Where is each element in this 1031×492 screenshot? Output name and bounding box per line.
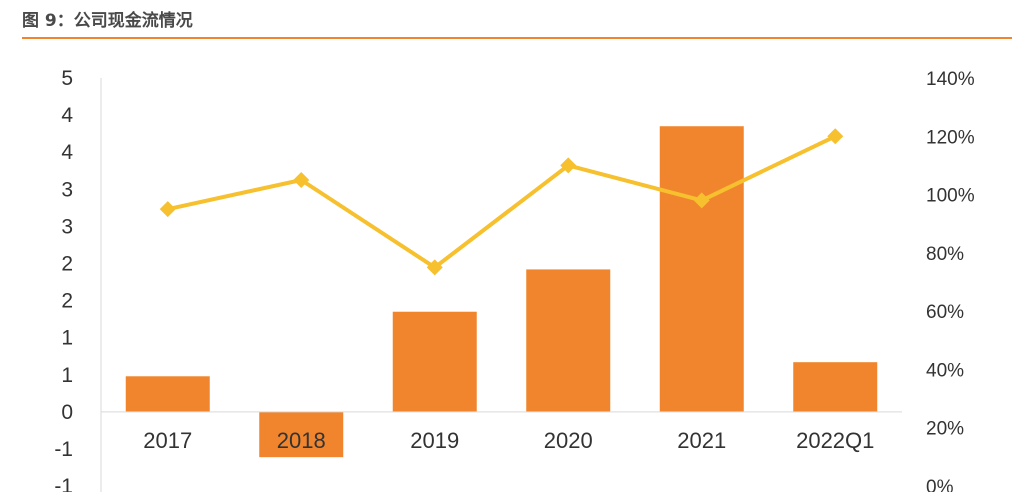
category-label: 2017 [143,428,192,453]
line-point-2017 [159,201,176,218]
right-tick-label: 40% [926,360,964,381]
left-axis-ticks: 5 4 4 3 3 2 2 1 1 0 -1 -1 [54,67,73,492]
right-axis-ticks: 140% 120% 100% 80% 60% 40% 20% 0% [926,69,975,492]
right-tick-label: 120% [926,127,975,148]
category-label: 2018 [277,428,326,453]
left-tick-label: -1 [54,438,73,461]
line-point-2021 [693,192,710,209]
left-tick-label: 1 [61,364,73,387]
left-tick-label: -1 [54,475,73,492]
line-point-2020 [560,157,577,174]
right-tick-label: 0% [926,477,954,492]
figure-title: 图 9：公司现金流情况 [22,11,193,31]
bar-2021 [659,126,744,412]
bar-2019 [392,311,477,412]
left-tick-label: 4 [61,104,73,127]
left-tick-label: 0 [61,401,73,424]
left-tick-label: 3 [61,178,73,201]
left-tick-label: 2 [61,253,73,276]
line-point-2018 [293,172,310,188]
bar-2017 [125,376,210,412]
line-point-2019 [426,259,443,276]
category-labels: 2017 2018 2019 2020 2021 2022Q1 [143,428,874,453]
category-label: 2022Q1 [796,428,874,453]
right-tick-label: 20% [926,419,964,440]
right-tick-label: 140% [926,69,975,90]
category-label: 2019 [410,428,459,453]
bar-2020 [526,269,611,412]
line-point-2022Q1 [827,128,844,145]
right-tick-label: 80% [926,244,964,265]
line-path [167,134,837,270]
left-tick-label: 4 [61,141,73,164]
left-tick-label: 2 [61,290,73,313]
left-tick-label: 3 [61,215,73,238]
left-tick-label: 5 [61,67,73,90]
bar-series [125,126,878,458]
bar-2022Q1 [793,362,878,412]
right-tick-label: 60% [926,302,964,323]
left-tick-label: 1 [61,327,73,350]
category-label: 2020 [544,428,593,453]
line-series [159,128,844,276]
bar-2018 [259,411,344,458]
category-label: 2021 [677,428,726,453]
title-rule [22,37,1012,39]
right-tick-label: 100% [926,186,975,207]
